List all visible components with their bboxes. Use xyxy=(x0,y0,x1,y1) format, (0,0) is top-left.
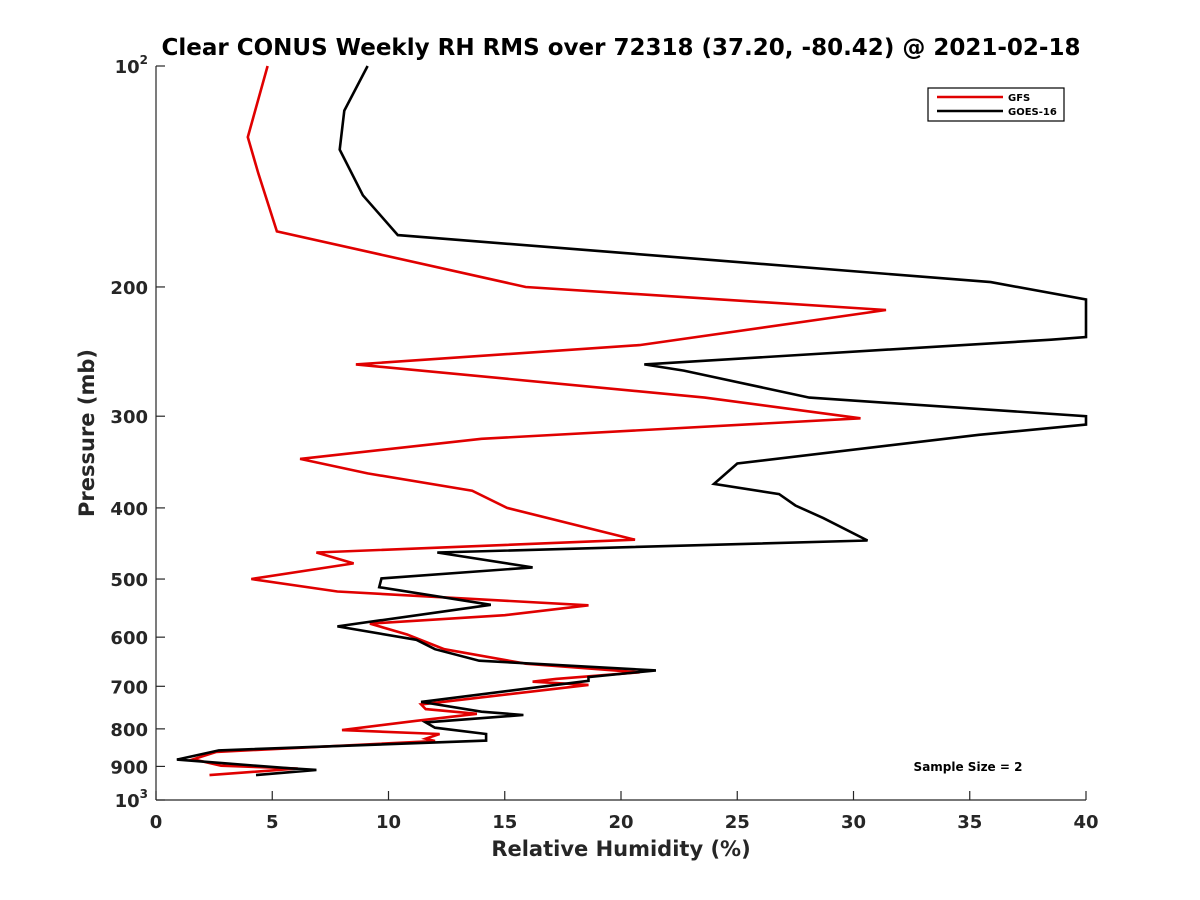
x-tick-label: 40 xyxy=(1073,812,1098,833)
legend-label-gfs: GFS xyxy=(1008,93,1030,104)
y-tick-label: 102 xyxy=(115,53,148,78)
x-tick-label: 20 xyxy=(608,812,633,833)
x-tick-label: 15 xyxy=(492,812,517,833)
legend: GFS GOES-16 xyxy=(927,87,1065,122)
y-tick-label: 700 xyxy=(110,677,148,698)
y-tick-label: 103 xyxy=(115,787,148,812)
x-axis-label: Relative Humidity (%) xyxy=(491,837,750,861)
legend-box xyxy=(927,87,1065,122)
y-axis-label: Pressure (mb) xyxy=(75,349,99,517)
x-tick-label: 35 xyxy=(957,812,982,833)
y-tick-label: 200 xyxy=(110,278,148,299)
x-tick-label: 10 xyxy=(376,812,401,833)
series-layer xyxy=(176,65,1088,777)
y-tick-label: 300 xyxy=(110,407,148,428)
x-tick-label: 30 xyxy=(841,812,866,833)
chart-title: Clear CONUS Weekly RH RMS over 72318 (37… xyxy=(162,35,1081,61)
y-tick-label: 500 xyxy=(110,570,148,591)
y-tick-label: 600 xyxy=(110,628,148,649)
x-tick-label: 5 xyxy=(266,812,279,833)
series-line-gfs xyxy=(188,65,887,777)
y-tick-label: 400 xyxy=(110,499,148,520)
series-line-goes-16 xyxy=(176,65,1088,777)
y-tick-label: 900 xyxy=(110,757,148,778)
y-tick-label: 800 xyxy=(110,720,148,741)
x-tick-label: 25 xyxy=(725,812,750,833)
sample-size-annotation: Sample Size = 2 xyxy=(914,760,1023,774)
x-tick-label: 0 xyxy=(150,812,163,833)
legend-label-goes16: GOES-16 xyxy=(1008,107,1057,118)
